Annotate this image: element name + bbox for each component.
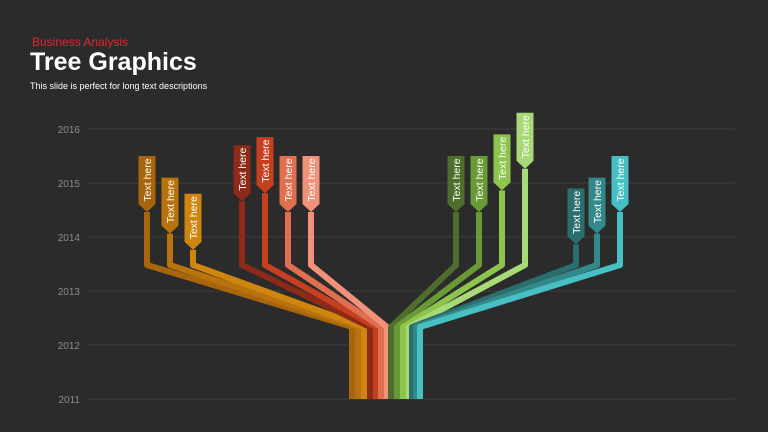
branch-tag: Text here <box>611 156 629 212</box>
branch-tag: Text here <box>470 156 488 212</box>
tag-shape <box>161 177 179 234</box>
branch-line <box>239 201 373 337</box>
trunk-strand <box>355 335 361 399</box>
tag-shape <box>567 188 585 245</box>
trunk-strand <box>367 335 373 399</box>
tag-shape <box>493 134 511 191</box>
tag-shape <box>470 156 488 212</box>
branch-line <box>308 212 390 337</box>
branch-line <box>417 212 623 337</box>
slide-title: Tree Graphics <box>30 48 197 76</box>
tag-label: Text here <box>451 158 463 201</box>
slide-description: This slide is perfect for long text desc… <box>30 81 208 91</box>
tag-label: Text here <box>615 158 627 201</box>
branch-tag: Text here <box>567 188 585 245</box>
year-label: 2014 <box>58 233 81 244</box>
year-label: 2015 <box>58 179 81 190</box>
branch-tag: Text here <box>302 156 320 212</box>
branch-line <box>190 249 367 337</box>
branch-tag: Text here <box>493 134 511 191</box>
trunk-strand <box>378 335 384 399</box>
tag-label: Text here <box>237 147 249 190</box>
trunk-strand <box>400 335 406 399</box>
branch-tag: Text here <box>233 145 251 202</box>
tag-label: Text here <box>474 158 486 201</box>
tag-shape <box>233 145 251 202</box>
branch-tag: Text here <box>256 137 274 194</box>
category-label: Business Analysis <box>32 35 129 49</box>
tag-label: Text here <box>188 196 200 239</box>
tag-shape <box>138 156 156 212</box>
branch-line <box>409 244 579 337</box>
branch-line <box>388 212 459 337</box>
trunk-strand <box>409 335 415 399</box>
tag-shape <box>302 156 320 212</box>
tag-label: Text here <box>260 139 272 182</box>
year-label: 2011 <box>58 395 80 406</box>
branch-tags: Text here Text here Text here Text here Text… <box>138 112 629 250</box>
tag-label: Text here <box>520 115 532 158</box>
year-grid: 2016 2015 2014 2013 2012 2011 <box>58 125 735 406</box>
tag-shape <box>184 193 202 250</box>
branch-tag: Text here <box>279 156 297 212</box>
tag-label: Text here <box>165 180 177 223</box>
branch-tag: Text here <box>516 112 534 169</box>
branch-line <box>144 212 355 337</box>
branch-tag: Text here <box>588 177 606 234</box>
tag-label: Text here <box>283 158 295 201</box>
year-label: 2012 <box>58 341 81 352</box>
tag-shape <box>588 177 606 234</box>
trunk-strand <box>384 335 390 399</box>
branch-tag: Text here <box>138 156 156 212</box>
year-label: 2016 <box>58 125 81 136</box>
tag-label: Text here <box>306 158 318 201</box>
branch-tag: Text here <box>161 177 179 234</box>
branch-line <box>413 233 600 337</box>
branch-line <box>400 190 505 337</box>
trunk-strand <box>373 335 379 399</box>
branch-tag: Text here <box>184 193 202 250</box>
year-label: 2013 <box>58 287 81 298</box>
tag-shape <box>611 156 629 212</box>
branch-tag: Text here <box>447 156 465 212</box>
tree-trunk <box>349 335 423 399</box>
branch-line <box>285 212 384 337</box>
trunk-strand <box>417 335 423 399</box>
tag-label: Text here <box>497 137 509 180</box>
trunk-strand <box>349 335 355 399</box>
tag-label: Text here <box>142 158 154 201</box>
branch-line <box>167 233 361 337</box>
trunk-strand <box>388 335 394 399</box>
trunk-strand <box>394 335 400 399</box>
tag-shape <box>516 112 534 169</box>
branch-line <box>394 212 482 337</box>
tag-shape <box>447 156 465 212</box>
tag-label: Text here <box>592 180 604 223</box>
tag-shape <box>279 156 297 212</box>
trunk-strand <box>361 335 367 399</box>
branch-line <box>262 193 379 337</box>
tag-label: Text here <box>571 191 583 234</box>
tag-shape <box>256 137 274 194</box>
tree-branches <box>144 168 623 337</box>
trunk-strand <box>413 335 419 399</box>
